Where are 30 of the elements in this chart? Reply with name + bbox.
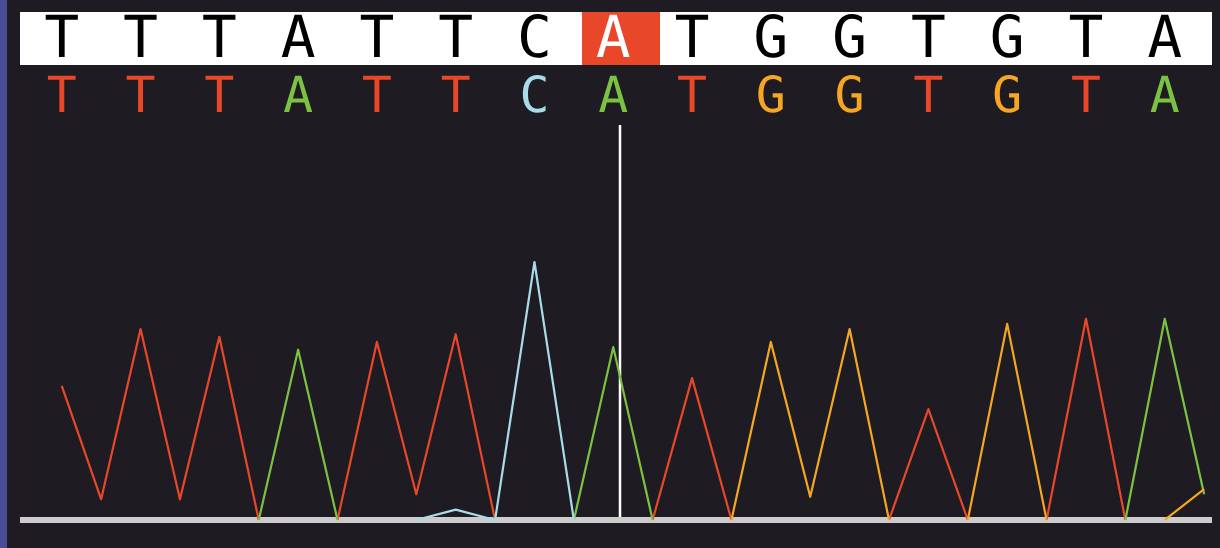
text: G (994, 75, 1020, 113)
x-tick-label: G (992, 14, 1021, 58)
text: T (914, 75, 943, 112)
text: T (441, 75, 470, 112)
text: G (758, 75, 783, 113)
text: C (522, 75, 546, 113)
x-tick-label: G (835, 14, 864, 58)
text: T (126, 75, 155, 112)
x-tick-label: T (360, 14, 393, 57)
x-tick-label: T (439, 14, 472, 57)
text: T (47, 75, 76, 112)
text: A (599, 75, 628, 112)
x-tick-label: T (912, 14, 945, 57)
text: T (1072, 75, 1100, 112)
x-tick-label: T (1069, 14, 1103, 57)
text: T (363, 75, 391, 112)
x-tick-label: T (203, 14, 236, 57)
text: A (1150, 75, 1179, 112)
text: T (205, 75, 234, 112)
x-tick-label: T (675, 14, 709, 57)
text: G (837, 75, 862, 113)
text: A (284, 75, 313, 112)
x-tick-label: T (45, 14, 78, 57)
x-tick-label: G (756, 14, 785, 58)
x-tick-label: A (596, 14, 630, 57)
x-tick-label: A (1148, 14, 1182, 57)
text: T (678, 75, 706, 112)
x-tick-label: T (124, 14, 157, 57)
x-tick-label: A (281, 14, 315, 57)
x-tick-label: C (521, 14, 548, 58)
